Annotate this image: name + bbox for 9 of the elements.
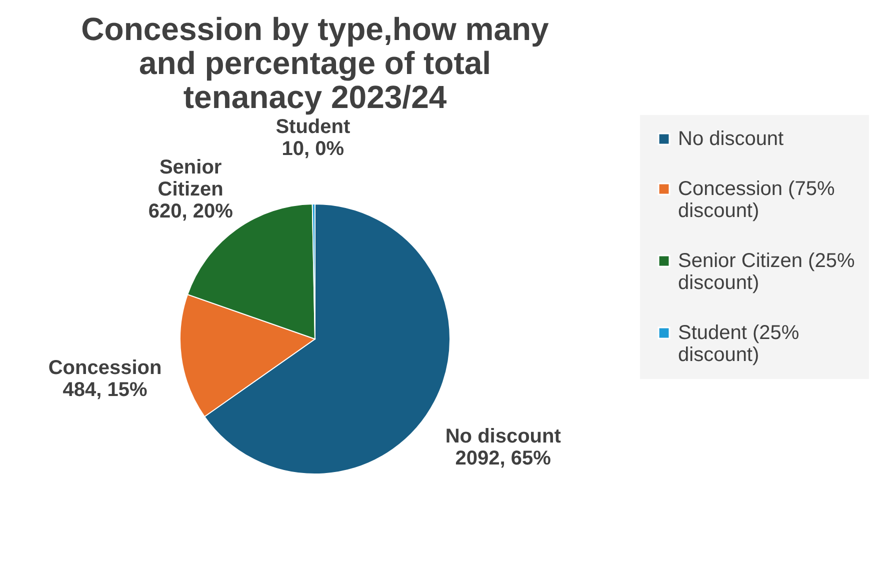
legend-label: Concession (75% discount) [678, 178, 835, 222]
data-label: No discount 2092, 65% [445, 426, 562, 470]
data-label: Student 10, 0% [276, 116, 350, 160]
legend-label: Senior Citizen (25% discount) [678, 250, 855, 294]
data-label: Senior Citizen 620, 20% [148, 156, 234, 222]
chart-title: Concession by type,how many and percentage of total tenanacy 2023/24 [81, 11, 550, 115]
data-label: Concession 484, 15% [48, 357, 162, 402]
legend-label: Student (25% discount) [678, 322, 800, 366]
legend-label: No discount [678, 128, 784, 150]
